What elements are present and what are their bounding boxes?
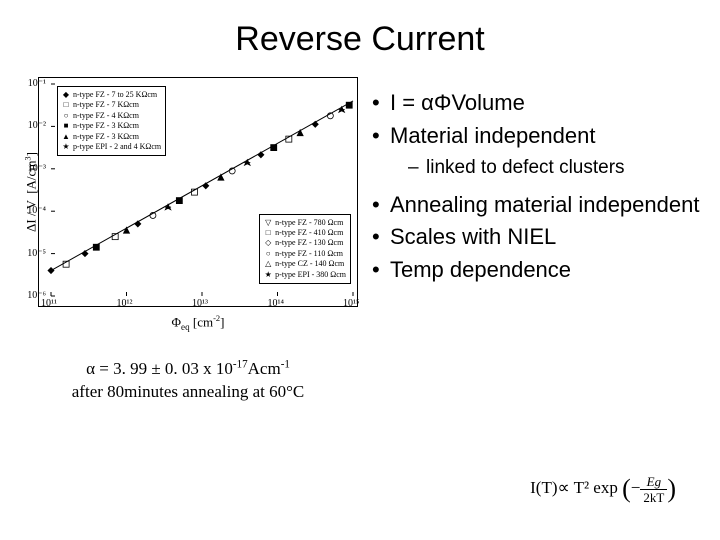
bullet-material-independent: Material independent linked to defect cl… [368, 122, 702, 181]
rparen-icon: ) [667, 474, 676, 503]
formula-lhs: I(T)∝ T² exp [530, 478, 618, 497]
legend-item: ★p-type EPI - 2 and 4 KΩcm [62, 142, 161, 152]
x-axis-label: Φeq [cm-2] [172, 313, 225, 332]
legend-item: ▽n-type FZ - 780 Ωcm [264, 218, 346, 228]
legend-item: □n-type FZ - 410 Ωcm [264, 228, 346, 238]
bullet-text: Material independent [390, 123, 595, 148]
legend-top-left: ◆n-type FZ - 7 to 25 KΩcm□n-type FZ - 7 … [57, 86, 166, 156]
legend-item: ★p-type EPI - 380 Ωcm [264, 270, 346, 280]
bullet-annealing: Annealing material independent [368, 191, 702, 220]
slide-title: Reverse Current [0, 0, 720, 71]
legend-item: ◇n-type FZ - 130 Ωcm [264, 238, 346, 248]
bullet-niel: Scales with NIEL [368, 223, 702, 252]
legend-item: ▲n-type FZ - 3 KΩcm [62, 132, 161, 142]
legend-item: ◆n-type FZ - 7 to 25 KΩcm [62, 90, 161, 100]
lparen-icon: ( [622, 474, 631, 503]
fraction: Eg2kT [640, 475, 667, 504]
fraction-denominator: 2kT [640, 490, 667, 504]
bullet-current-eq: I = αΦVolume [368, 89, 702, 118]
leakage-current-chart: ΔI / V [A/cm3] Φeq [cm-2] ◆n-type FZ - 7… [38, 77, 358, 307]
sub-bullet-defect-clusters: linked to defect clusters [390, 156, 702, 181]
bullet-list: I = αΦVolume Material independent linked… [368, 89, 702, 285]
legend-item: □n-type FZ - 7 KΩcm [62, 100, 161, 110]
minus-sign: − [631, 478, 641, 497]
caption-line-1: α = 3. 99 ± 0. 03 x 10-17Acm-1 [86, 359, 290, 378]
legend-bottom-right: ▽n-type FZ - 780 Ωcm□n-type FZ - 410 Ωcm… [259, 214, 351, 284]
caption-line-2: after 80minutes annealing at 60°C [72, 382, 304, 401]
sub-bullet-list: linked to defect clusters [390, 156, 702, 181]
bullet-temp: Temp dependence [368, 256, 702, 285]
legend-item: ○n-type FZ - 4 KΩcm [62, 111, 161, 121]
right-column: I = αΦVolume Material independent linked… [358, 71, 702, 404]
content-area: ΔI / V [A/cm3] Φeq [cm-2] ◆n-type FZ - 7… [0, 71, 720, 404]
left-column: ΔI / V [A/cm3] Φeq [cm-2] ◆n-type FZ - 7… [18, 71, 358, 404]
legend-item: △n-type CZ - 140 Ωcm [264, 259, 346, 269]
legend-item: ○n-type FZ - 110 Ωcm [264, 249, 346, 259]
legend-item: ■n-type FZ - 3 KΩcm [62, 121, 161, 131]
alpha-caption: α = 3. 99 ± 0. 03 x 10-17Acm-1 after 80m… [18, 357, 358, 404]
fraction-numerator: Eg [640, 475, 667, 490]
temperature-formula: I(T)∝ T² exp (−Eg2kT) [530, 474, 676, 504]
